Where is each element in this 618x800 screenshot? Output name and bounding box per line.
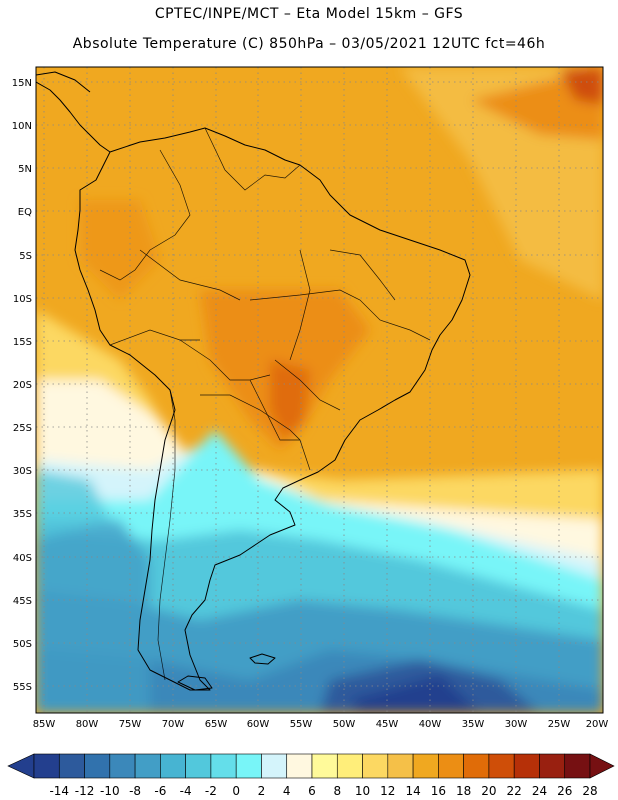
colorbar-label: -14 (49, 784, 69, 798)
lon-label: 50W (333, 719, 356, 730)
title-model: CPTEC/INPE/MCT – Eta Model 15km – GFS (154, 6, 464, 22)
colorbar: -14 -12 -10 -8 -6 -4 -2 0 2 4 6 8 10 12 14 16 18 20 22 24 26… (7, 753, 615, 798)
colorbar-swatch (311, 753, 338, 779)
lat-label: 5N (18, 164, 32, 175)
lon-label: 60W (247, 719, 270, 730)
colorbar-swatch (387, 753, 414, 779)
colorbar-swatch (185, 753, 212, 779)
lat-label: 30S (13, 466, 32, 477)
lat-labels: 15N 10N 5N EQ 5S 10S 15S 20S 25S 30S 35S… (12, 78, 32, 693)
colorbar-swatch (58, 753, 85, 779)
colorbar-swatch (438, 753, 464, 779)
lat-label: 40S (13, 553, 32, 564)
colorbar-label: 6 (308, 784, 316, 798)
coastline (36, 71, 471, 691)
colorbar-swatch (134, 753, 161, 779)
lon-labels: 85W 80W 75W 70W 65W 60W 55W 50W 45W 40W … (33, 719, 609, 730)
colorbar-arrow-high (589, 753, 615, 779)
colorbar-label: -6 (154, 784, 166, 798)
lat-label: 55S (13, 682, 32, 693)
lat-label: 15S (13, 337, 32, 348)
lon-label: 80W (76, 719, 99, 730)
colorbar-label: 14 (405, 784, 420, 798)
colorbar-label: -8 (129, 784, 141, 798)
country-borders (99, 127, 431, 681)
lat-label: 20S (13, 380, 32, 391)
lat-label: 45S (13, 596, 32, 607)
colorbar-label: -10 (100, 784, 120, 798)
lon-label: 35W (462, 719, 485, 730)
colorbar-label: 4 (283, 784, 291, 798)
colorbar-label: 8 (333, 784, 341, 798)
lat-label: 10N (12, 121, 32, 132)
colorbar-swatch (336, 753, 363, 779)
colorbar-label: 2 (258, 784, 266, 798)
lat-label: 10S (13, 294, 32, 305)
colorbar-swatch (286, 753, 313, 779)
colorbar-label: 0 (232, 784, 240, 798)
colorbar-arrow-low (7, 753, 35, 779)
temperature-field (36, 67, 603, 713)
colorbar-swatch (235, 753, 262, 779)
colorbar-label: 12 (380, 784, 395, 798)
lat-label: 25S (13, 423, 32, 434)
colorbar-swatch (84, 753, 111, 779)
colorbar-swatch (412, 753, 439, 779)
lon-label: 40W (419, 719, 442, 730)
lon-label: 70W (162, 719, 185, 730)
lon-label: 65W (205, 719, 228, 730)
colorbar-label: 20 (481, 784, 496, 798)
lon-label: 75W (119, 719, 142, 730)
colorbar-swatch (261, 753, 288, 779)
colorbar-label: 22 (507, 784, 522, 798)
colorbar-swatch (210, 753, 237, 779)
title-variable: Absolute Temperature (C) 850hPa – 03/05/… (72, 36, 546, 52)
colorbar-swatch (463, 753, 490, 779)
colorbar-swatch (539, 753, 566, 779)
colorbar-label: 16 (431, 784, 446, 798)
lat-label: 15N (12, 78, 32, 89)
lat-label: 5S (19, 251, 32, 262)
lon-label: 85W (33, 719, 56, 730)
lon-label: 20W (586, 719, 609, 730)
colorbar-swatch (488, 753, 515, 779)
colorbar-label: -2 (205, 784, 217, 798)
lon-label: 45W (376, 719, 399, 730)
colorbar-label: 24 (532, 784, 547, 798)
plot-frame (35, 66, 604, 714)
colorbar-swatch (33, 753, 60, 779)
lat-label: 50S (13, 639, 32, 650)
lon-label: 30W (505, 719, 528, 730)
colorbar-label: -12 (75, 784, 95, 798)
lon-label: 25W (548, 719, 571, 730)
colorbar-swatch (513, 753, 540, 779)
colorbar-label: 26 (557, 784, 572, 798)
colorbar-label: 18 (456, 784, 471, 798)
colorbar-label: 10 (355, 784, 370, 798)
colorbar-swatch (362, 753, 389, 779)
colorbar-label: -4 (180, 784, 192, 798)
lat-label: 35S (13, 509, 32, 520)
colorbar-swatch (109, 753, 136, 779)
lon-label: 55W (290, 719, 313, 730)
colorbar-swatch (564, 753, 591, 779)
colorbar-swatch (160, 753, 186, 779)
graticule (36, 67, 603, 713)
colorbar-label: 28 (582, 784, 597, 798)
lat-label: EQ (18, 207, 32, 218)
